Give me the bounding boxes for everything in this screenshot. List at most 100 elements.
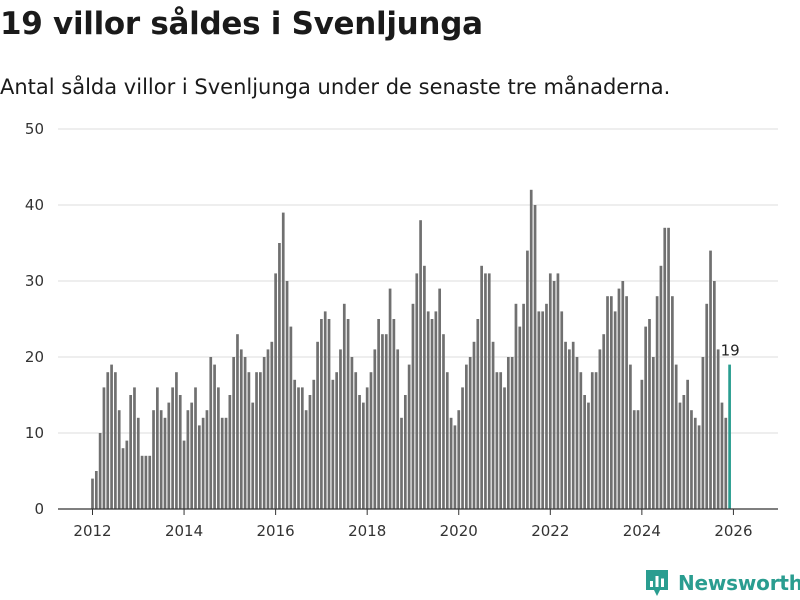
- bar: [251, 402, 255, 509]
- x-tick-label: 2026: [714, 522, 752, 540]
- bar: [339, 349, 342, 509]
- bar: [102, 387, 106, 509]
- bar: [140, 455, 144, 509]
- bar: [426, 311, 430, 509]
- bar: [472, 341, 476, 509]
- y-tick-label: 30: [25, 272, 44, 290]
- bar: [304, 410, 308, 509]
- bar: [445, 372, 449, 509]
- bar: [476, 319, 480, 509]
- bar: [411, 303, 415, 509]
- bar: [678, 402, 682, 509]
- bar: [224, 417, 228, 509]
- bar: [270, 341, 274, 509]
- bar: [690, 410, 693, 509]
- bar: [114, 372, 117, 509]
- bar: [640, 379, 644, 509]
- bar: [312, 379, 316, 509]
- bar: [438, 288, 442, 509]
- bar: [724, 417, 728, 509]
- bar: [205, 410, 209, 509]
- page-subtitle: Antal sålda villor i Svenljunga under de…: [0, 75, 671, 99]
- bar: [442, 334, 445, 509]
- bar: [461, 387, 464, 509]
- bar: [247, 372, 251, 509]
- bar: [606, 296, 609, 509]
- x-tick-label: 2020: [440, 522, 478, 540]
- bar: [621, 281, 625, 509]
- bar: [228, 395, 232, 509]
- bar: [419, 220, 422, 509]
- bar: [369, 372, 373, 509]
- bar: [365, 387, 369, 509]
- bar: [239, 349, 243, 509]
- bar: [323, 311, 327, 509]
- bar: [674, 364, 678, 509]
- bar: [617, 288, 621, 509]
- bar: [94, 471, 98, 509]
- bar: [541, 311, 545, 509]
- bar: [545, 303, 548, 509]
- bar: [701, 357, 705, 509]
- bar: [468, 357, 472, 509]
- bar: [167, 402, 171, 509]
- bar: [362, 402, 365, 509]
- bar: [213, 364, 216, 509]
- bar: [625, 296, 628, 509]
- bar: [201, 417, 205, 509]
- bar: [564, 341, 567, 509]
- bar: [697, 425, 701, 509]
- bar: [144, 455, 148, 509]
- bar: [400, 417, 403, 509]
- bar: [182, 440, 186, 509]
- bar: [705, 303, 709, 509]
- bar: [217, 387, 220, 509]
- brand-name: Newsworthy: [678, 571, 800, 595]
- bar: [308, 395, 312, 509]
- newsworthy-logo-icon: [646, 570, 668, 596]
- bar: [396, 349, 400, 509]
- bar: [186, 410, 190, 509]
- page-title: 19 villor såldes i Svenljunga: [0, 6, 483, 42]
- bar: [430, 319, 434, 509]
- bar: [667, 227, 670, 510]
- bar: [350, 357, 354, 509]
- bar: [407, 364, 411, 509]
- bar: [300, 387, 304, 509]
- bar: [274, 273, 277, 509]
- bar: [289, 326, 293, 509]
- bar: [320, 319, 323, 509]
- bar: [575, 357, 579, 509]
- bar: [636, 410, 640, 509]
- bar: [335, 372, 339, 509]
- bar: [354, 372, 358, 509]
- bar: [384, 334, 388, 509]
- bar: [537, 311, 541, 509]
- bar: [163, 417, 167, 509]
- bar: [194, 387, 197, 509]
- bar: [129, 395, 132, 509]
- bar: [609, 296, 613, 509]
- bar: [136, 417, 140, 509]
- bar: [281, 212, 285, 509]
- bar: [346, 319, 350, 509]
- bar: [682, 395, 686, 509]
- bar: [548, 273, 552, 509]
- bar: [449, 417, 453, 509]
- bar: [709, 250, 712, 509]
- bar: [457, 410, 461, 509]
- bar: [506, 357, 510, 509]
- y-tick-label: 20: [25, 348, 44, 366]
- bar: [171, 387, 174, 509]
- bar: [602, 334, 606, 509]
- bar: [423, 265, 426, 509]
- bar: [583, 395, 586, 509]
- bar: [655, 296, 659, 509]
- bar: [156, 387, 159, 509]
- bar: [243, 357, 247, 509]
- y-tick-label: 10: [25, 424, 44, 442]
- bar: [106, 372, 110, 509]
- bar: [518, 326, 522, 509]
- bar: [713, 281, 716, 509]
